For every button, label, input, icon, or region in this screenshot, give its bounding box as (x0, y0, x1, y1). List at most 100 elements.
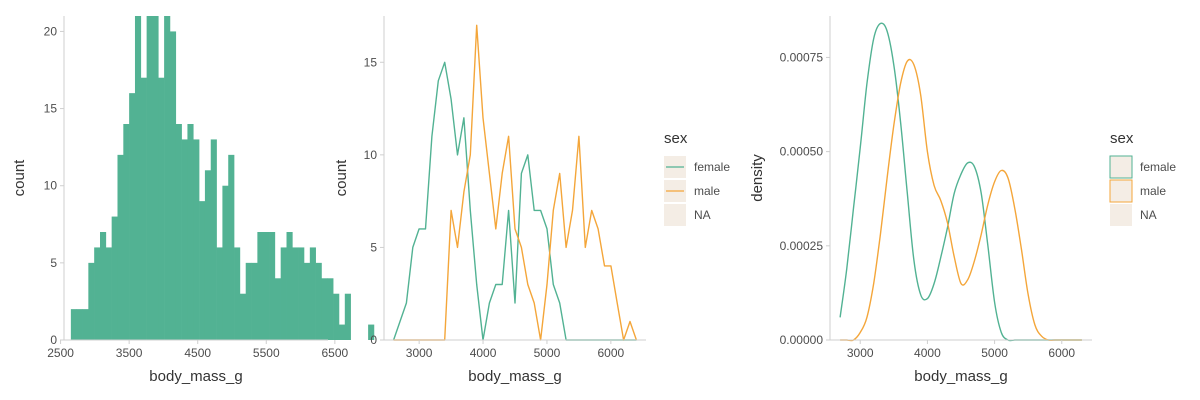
histogram-bar (304, 262, 311, 340)
histogram-panel: 0 5 10 15 20 2500 3500 4500 5500 6500 body_mass_g c… (11, 16, 375, 385)
y-tick-label: 10 (364, 148, 378, 162)
x-tick-label: 3000 (847, 346, 874, 360)
histogram-bar (111, 216, 118, 340)
histogram-bar (76, 309, 83, 340)
legend-label-NA: NA (1140, 208, 1157, 222)
histogram-bar (239, 293, 247, 340)
y-tick-label: 15 (44, 102, 58, 116)
histogram-bar (228, 154, 235, 340)
series-line-female (392, 61, 637, 341)
y-axis-title: density (749, 154, 766, 202)
x-tick-label: 4500 (184, 346, 211, 360)
x-tick-label: 6500 (322, 346, 349, 360)
histogram-bar (234, 247, 241, 340)
y-axis-title: count (11, 159, 28, 197)
histogram-bar (251, 262, 258, 340)
histogram-bar (333, 293, 340, 340)
histogram-bar (146, 16, 153, 340)
legend-label-NA: NA (694, 208, 711, 222)
legend-key-female (1109, 155, 1133, 179)
histogram-bar (187, 124, 194, 340)
histogram-bar (269, 232, 276, 340)
density-panel: 0.00000 0.00025 0.00050 0.00075 3000 4000 5000… (749, 16, 1176, 385)
x-tick-label: 2500 (47, 346, 74, 360)
legend-label-male: male (1140, 184, 1166, 198)
histogram-bar (286, 232, 293, 340)
histogram-bar (245, 262, 252, 340)
x-tick-label: 3000 (406, 346, 433, 360)
histogram-bar (82, 309, 89, 340)
x-axis-title: body_mass_g (149, 368, 242, 385)
histogram-bar (298, 247, 305, 340)
legend-label-female: female (1140, 160, 1176, 174)
density-curve-female (839, 22, 1082, 342)
legend-key-NA (664, 204, 686, 226)
y-axis-title: count (333, 159, 350, 197)
legend-title: sex (1110, 130, 1134, 147)
histogram-bar (222, 185, 229, 340)
y-tick-label: 0.00075 (780, 50, 824, 64)
histogram-bar (164, 16, 171, 340)
histogram-bar (169, 31, 177, 341)
histogram-bar (117, 154, 124, 340)
y-tick-label: 0.00000 (780, 333, 824, 347)
histogram-bar (321, 278, 328, 340)
histogram-bar (100, 232, 107, 340)
histogram-bar (94, 247, 101, 340)
y-tick-label: 0 (370, 333, 377, 347)
histogram-bar (344, 293, 351, 340)
histogram-bar (216, 247, 223, 340)
y-tick-label: 0 (50, 333, 57, 347)
density-curve-male (840, 58, 1082, 342)
y-tick-label: 20 (44, 24, 58, 38)
histogram-bar (134, 16, 142, 340)
histogram-bar (280, 247, 287, 340)
histogram-bar (129, 93, 136, 341)
histogram-bar (193, 139, 200, 340)
histogram-bar (105, 247, 112, 340)
y-tick-label: 10 (44, 179, 58, 193)
frequency-polygon-panel: 0 5 10 15 3000 4000 5000 6000 body_mass_g count se… (333, 16, 730, 385)
x-tick-label: 6000 (1048, 346, 1075, 360)
legend-key-NA (1110, 204, 1132, 226)
histogram-bar (309, 247, 316, 340)
y-tick-label: 0.00025 (780, 239, 824, 253)
legend-key-male (1109, 179, 1133, 203)
histogram-bar (292, 247, 299, 340)
y-tick-label: 0.00050 (780, 145, 824, 159)
histogram-bar (199, 201, 206, 340)
x-tick-label: 5000 (534, 346, 561, 360)
histogram-bar (204, 170, 212, 340)
histogram-bar (175, 124, 182, 340)
histogram-bar (274, 278, 281, 340)
histogram-bar (181, 139, 188, 340)
histogram-bar (158, 77, 165, 340)
histogram-bar (368, 324, 375, 340)
x-axis-title: body_mass_g (468, 368, 561, 385)
y-tick-label: 5 (50, 256, 57, 270)
histogram-bar (338, 324, 346, 340)
x-tick-label: 4000 (914, 346, 941, 360)
histogram-bar (88, 262, 95, 340)
histogram-bar (210, 139, 217, 340)
x-tick-label: 5500 (253, 346, 280, 360)
x-tick-label: 4000 (470, 346, 497, 360)
histogram-bar (315, 262, 322, 340)
legend-title: sex (664, 130, 688, 147)
x-axis-title: body_mass_g (914, 368, 1007, 385)
histogram-bar (257, 232, 264, 340)
histogram-bar (263, 232, 270, 340)
histogram-bar (152, 16, 159, 340)
histogram-bar (123, 124, 130, 340)
legend-label-male: male (694, 184, 720, 198)
histogram-bar (140, 77, 147, 340)
y-tick-label: 15 (364, 55, 378, 69)
x-tick-label: 5000 (981, 346, 1008, 360)
histogram-bar (70, 309, 77, 340)
x-tick-label: 3500 (116, 346, 143, 360)
y-tick-label: 5 (370, 240, 377, 254)
histogram-bar (327, 278, 334, 340)
x-tick-label: 6000 (598, 346, 625, 360)
legend-label-female: female (694, 160, 730, 174)
